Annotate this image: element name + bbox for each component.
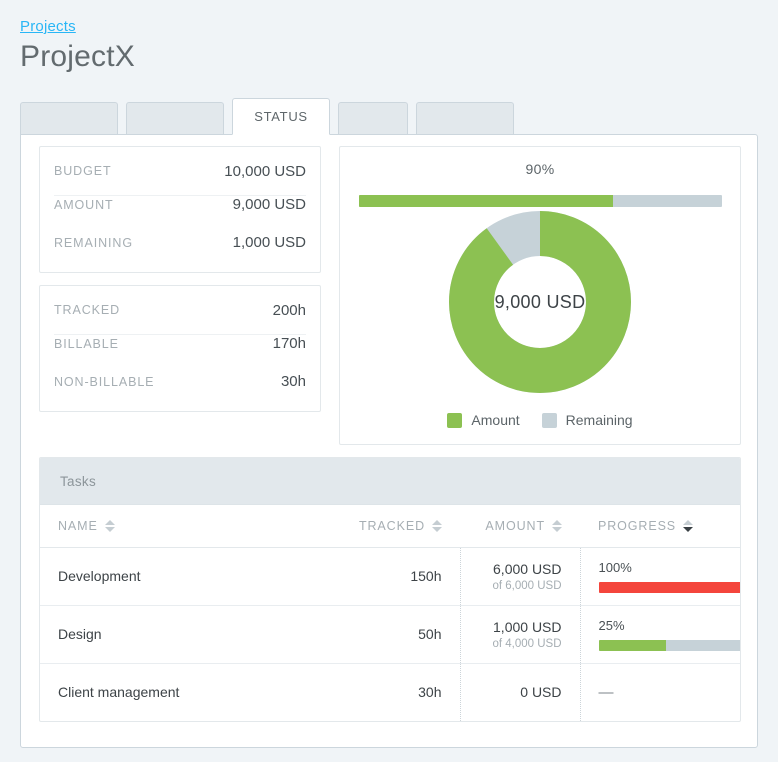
cell-amount: 0 USD [460,663,581,721]
tab-bar: STATUS [20,98,514,135]
budget-chart-panel: 90% 9,000 USD Amount [339,146,741,445]
amount-value: 0 USD [520,684,562,701]
legend-label-remaining: Remaining [565,412,633,428]
legend-swatch-amount [447,412,463,428]
column-header-progress[interactable]: PROGRESS [580,505,740,548]
column-label-name: NAME [58,518,98,533]
remaining-value: 1,000 USD [232,234,306,251]
amount-value: 1,000 USD [493,618,562,635]
donut-center-label: 9,000 USD [494,291,586,312]
budget-divider [54,195,306,196]
tab-blank-1[interactable] [20,102,118,135]
tracked-value: 200h [272,301,306,319]
chart-legend: Amount Remaining [340,412,740,428]
progress-percent-label: 100% [598,559,632,575]
progress-empty-dash: — [598,683,614,701]
donut-chart: 9,000 USD [449,211,631,393]
tasks-table-body: Development 150h 6,000 USD of 6,000 USD 100%… [40,547,740,721]
billable-value: 170h [272,335,306,352]
tracked-label: TRACKED [54,303,121,317]
column-label-amount: AMOUNT [485,518,545,533]
cell-amount: 1,000 USD of 4,000 USD [460,605,581,664]
progress-indicator: 25% [598,617,740,651]
page-title: ProjectX [20,40,135,73]
progress-bar-track [598,639,740,651]
table-row[interactable]: Design 50h 1,000 USD of 4,000 USD 25% [40,605,740,664]
sort-icon-name[interactable] [104,519,115,532]
column-header-tracked[interactable]: TRACKED [340,505,460,548]
tasks-caption: Tasks [40,458,740,505]
non-billable-row: NON-BILLABLE 30h [40,373,320,411]
remaining-row: REMAINING 1,000 USD [40,234,320,272]
amount-budget-of: of 4,000 USD [492,637,562,650]
status-card: BUDGET 10,000 USD AMOUNT 9,000 USD REMAI… [20,134,758,748]
amount-label: AMOUNT [54,198,114,212]
progress-indicator: 100% [598,559,740,593]
billable-label: BILLABLE [54,337,119,351]
tasks-table: NAME TRACKED [40,505,740,721]
column-header-name[interactable]: NAME [40,505,340,548]
budget-value: 10,000 USD [224,162,306,180]
donut-chart-svg [449,211,631,393]
non-billable-value: 30h [280,373,306,390]
cell-task-name: Client management [58,684,180,701]
non-billable-label: NON-BILLABLE [54,375,155,389]
budget-label: BUDGET [54,164,112,178]
column-label-tracked: TRACKED [358,518,425,533]
cell-progress: 25% [580,605,740,664]
billable-row: BILLABLE 170h [40,335,320,373]
cell-tracked: 50h [340,605,461,664]
tasks-table-container: Tasks NAME [39,457,741,722]
progress-percent-label: 25% [598,617,625,633]
cell-task-name: Design [40,605,340,664]
breadcrumb-projects-link[interactable]: Projects [20,18,76,35]
cell-amount: 6,000 USD of 6,000 USD [460,547,581,606]
amount-row: AMOUNT 9,000 USD [40,196,320,234]
sort-icon-tracked[interactable] [432,519,442,532]
cell-tracked: 150h [340,547,461,606]
cell-task-name: Development [40,547,340,606]
progress-bar-fill [598,581,740,593]
sort-icon-progress[interactable] [683,519,694,532]
tab-blank-3[interactable] [338,102,408,135]
tab-blank-4[interactable] [416,102,514,135]
table-row[interactable]: Client management 30h 0 USD — [40,663,740,721]
legend-swatch-remaining [541,412,557,428]
table-header-row: NAME TRACKED [40,505,740,548]
tracked-row: TRACKED 200h [40,286,320,334]
budget-progress-bar [359,195,722,207]
tab-blank-2[interactable] [126,102,224,135]
budget-progress-fill [359,195,614,207]
hours-box: TRACKED 200h BILLABLE 170h NON-BILLABLE … [39,285,321,412]
hours-divider [54,334,306,335]
amount-value: 6,000 USD [493,560,562,577]
legend-label-amount: Amount [471,412,520,428]
remaining-label: REMAINING [54,236,133,250]
column-header-amount[interactable]: AMOUNT [460,505,580,548]
donut-chart-wrap: 9,000 USD [340,211,740,393]
cell-progress: — [580,663,740,721]
amount-budget-of: of 6,000 USD [492,579,562,592]
donut-segment-amount [449,211,631,393]
summary-panels: BUDGET 10,000 USD AMOUNT 9,000 USD REMAI… [39,146,321,424]
table-row[interactable]: Development 150h 6,000 USD of 6,000 USD 100% [40,547,740,606]
legend-item-remaining: Remaining [541,412,633,428]
column-label-progress: PROGRESS [598,518,677,533]
tasks-table-head: NAME TRACKED [40,505,740,548]
budget-box: BUDGET 10,000 USD AMOUNT 9,000 USD REMAI… [39,146,321,273]
budget-percent-label: 90% [525,161,555,177]
amount-value: 9,000 USD [232,196,306,213]
progress-bar-track [598,581,740,593]
tab-status[interactable]: STATUS [232,98,330,135]
progress-bar-fill [598,639,666,651]
legend-item-amount: Amount [447,412,520,428]
cell-progress: 100% [580,547,740,606]
sort-icon-amount[interactable] [552,519,562,532]
cell-tracked: 30h [340,663,461,721]
budget-row: BUDGET 10,000 USD [40,147,320,195]
